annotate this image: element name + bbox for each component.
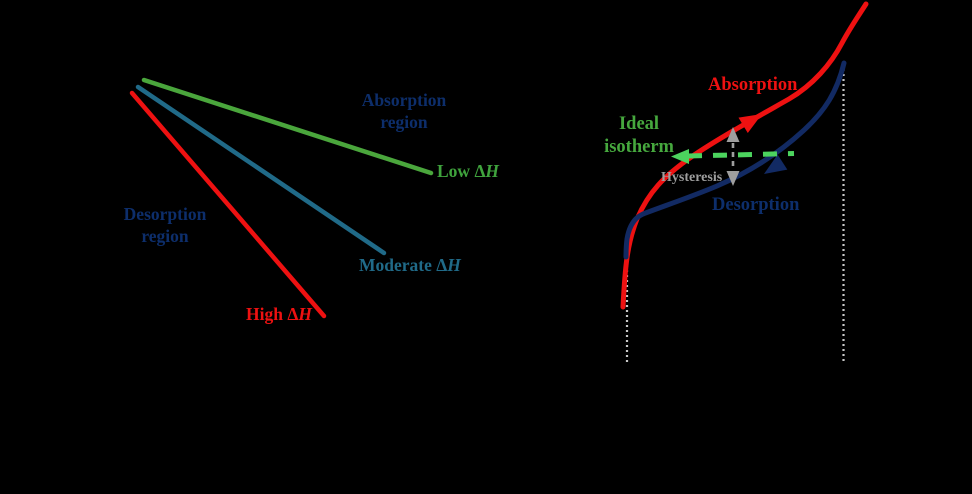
ideal-isotherm-arrowhead-icon	[671, 149, 689, 164]
desorption-region-line2: region	[141, 225, 189, 246]
desorption-region-label: Desorption region	[109, 204, 221, 248]
h-symbol: H	[485, 161, 500, 181]
ideal-isotherm-label: Ideal isotherm	[591, 113, 687, 159]
delta-symbol: Δ	[287, 304, 299, 324]
hysteresis-up-arrowhead-icon	[726, 127, 740, 142]
ideal-isotherm-line2: isotherm	[604, 137, 674, 158]
h-symbol: H	[447, 255, 461, 275]
desorption-region-line1: Desorption	[123, 204, 207, 224]
hysteresis-down-arrowhead-icon	[726, 171, 740, 186]
low-dh-label: Low ΔH	[437, 161, 499, 183]
desorption-curve	[623, 60, 847, 260]
absorption-region-line1: Absorption	[361, 90, 447, 110]
high-dh-label: High ΔH	[246, 304, 312, 326]
hysteresis-label: Hysteresis	[661, 170, 723, 185]
desorption-curve-label: Desorption	[712, 195, 800, 215]
absorption-region-line2: region	[380, 111, 428, 132]
absorption-arrowhead-icon	[738, 114, 762, 134]
h-symbol: H	[298, 304, 312, 324]
absorption-curve-label: Absorption	[708, 75, 798, 95]
absorption-region-label: Absorption region	[348, 90, 460, 134]
high-dh-prefix: High	[246, 304, 288, 324]
delta-symbol: Δ	[474, 161, 486, 181]
moderate-dh-prefix: Moderate	[359, 255, 437, 275]
desorption-arrowhead-icon	[764, 154, 788, 174]
ideal-isotherm-dashed-line	[687, 151, 795, 159]
absorption-curve	[620, 1, 869, 310]
moderate-dh-label: Moderate ΔH	[359, 255, 461, 277]
ideal-isotherm-line1: Ideal	[618, 114, 660, 134]
moderate-dh-line	[135, 84, 387, 256]
low-dh-line	[141, 77, 434, 176]
low-dh-prefix: Low	[437, 161, 475, 181]
delta-symbol: Δ	[436, 255, 448, 275]
high-dh-line	[129, 90, 327, 319]
